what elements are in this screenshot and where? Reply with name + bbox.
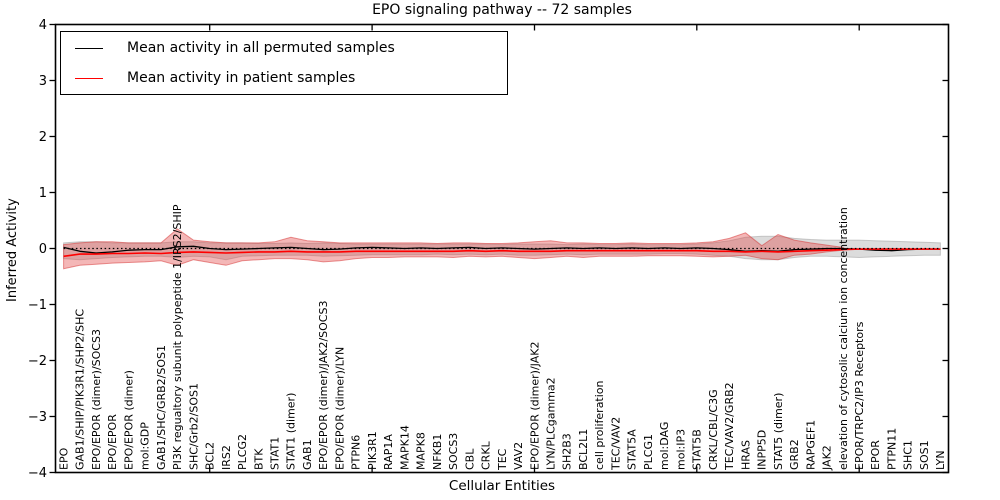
x-tick-label: PTPN6 bbox=[350, 435, 363, 470]
x-tick-label: CRKL bbox=[480, 440, 493, 470]
x-tick-label: PLCG2 bbox=[236, 434, 249, 470]
x-tick-label: MAPK14 bbox=[398, 425, 411, 470]
x-tick-label: IRS2 bbox=[220, 445, 233, 470]
x-tick-label: MAPK8 bbox=[415, 432, 428, 470]
x-tick-label: STAT1 bbox=[269, 437, 282, 470]
x-tick-label: GAB1 bbox=[301, 439, 314, 470]
x-tick-label: SOCS3 bbox=[447, 433, 460, 470]
y-tick-label: 2 bbox=[39, 130, 47, 145]
legend-item-patient: Mean activity in patient samples bbox=[61, 64, 507, 92]
permuted-mean-line bbox=[63, 245, 941, 254]
x-tick-label: BCL2L1 bbox=[577, 429, 590, 470]
legend: Mean activity in all permuted samples Me… bbox=[60, 31, 508, 95]
x-tick-label: mol:IP3 bbox=[674, 429, 687, 470]
x-tick-label: PIK3R1 bbox=[366, 431, 379, 470]
y-tick-label: 0 bbox=[39, 242, 47, 257]
y-tick-label: −2 bbox=[28, 354, 47, 369]
x-tick-label: JAK2 bbox=[821, 445, 834, 471]
x-tick-label: BTK bbox=[252, 448, 265, 470]
x-tick-label: PTPN11 bbox=[886, 428, 899, 470]
x-tick-label: CBL bbox=[463, 448, 476, 470]
x-tick-label: BCL2 bbox=[204, 442, 217, 470]
x-tick-label: EPO/EPOR (dimer)/SOCS3 bbox=[90, 329, 103, 470]
x-tick-label: STAT1 (dimer) bbox=[285, 393, 298, 470]
x-tick-label: elevation of cytosolic calcium ion conce… bbox=[837, 207, 850, 470]
legend-item-permuted: Mean activity in all permuted samples bbox=[61, 34, 507, 62]
x-tick-label: TEC/VAV2 bbox=[610, 417, 623, 471]
y-axis-label: Inferred Activity bbox=[5, 198, 20, 302]
x-tick-label: EPO/EPOR (dimer)/LYN bbox=[333, 347, 346, 470]
legend-label-patient: Mean activity in patient samples bbox=[127, 70, 356, 86]
chart-title: EPO signaling pathway -- 72 samples bbox=[372, 2, 632, 18]
y-tick-label: −3 bbox=[28, 410, 47, 425]
x-tick-label: EPO bbox=[57, 447, 70, 470]
x-tick-label: mol:DAG bbox=[658, 422, 671, 470]
x-tick-label: NFKB1 bbox=[431, 434, 444, 470]
legend-label-permuted: Mean activity in all permuted samples bbox=[127, 40, 395, 56]
y-tick-label: −4 bbox=[28, 466, 47, 481]
x-tick-label: STAT5 (dimer) bbox=[772, 393, 785, 470]
x-tick-label: GAB1/SHIP/PIK3R1/SHP2/SHC bbox=[74, 309, 87, 470]
y-tick-label: 4 bbox=[39, 18, 47, 33]
patient-line-swatch bbox=[75, 77, 103, 79]
x-tick-label: mol:GDP bbox=[139, 422, 152, 470]
patient-mean-line bbox=[63, 248, 941, 258]
x-tick-label: RAP1A bbox=[382, 434, 395, 470]
x-tick-label: EPOR bbox=[869, 440, 882, 470]
y-tick-label: −1 bbox=[28, 298, 47, 313]
x-tick-label: GRB2 bbox=[788, 439, 801, 470]
x-tick-label: STAT5A bbox=[626, 429, 639, 470]
x-tick-label: PLCG1 bbox=[642, 434, 655, 470]
x-tick-label: LYN/PLCgamma2 bbox=[545, 377, 558, 470]
x-tick-label: INPP5D bbox=[756, 430, 769, 470]
y-tick-label: 3 bbox=[39, 74, 47, 89]
x-tick-label: HRAS bbox=[739, 440, 752, 470]
x-tick-label: EPO/EPOR bbox=[106, 414, 119, 470]
x-tick-label: TEC bbox=[496, 448, 509, 471]
permuted-line-swatch bbox=[75, 47, 103, 49]
x-tick-label: VAV2 bbox=[512, 442, 525, 470]
x-tick-label: GAB1/SHC/GRB2/SOS1 bbox=[155, 345, 168, 470]
x-tick-label: EPOR/TRPC2/IP3 Receptors bbox=[853, 321, 866, 470]
x-tick-label: SHC1 bbox=[902, 440, 915, 470]
x-axis-label: Cellular Entities bbox=[448, 478, 556, 494]
x-tick-label: cell proliferation bbox=[593, 380, 606, 470]
x-tick-label: SH2B3 bbox=[561, 433, 574, 470]
x-tick-label: STAT5B bbox=[691, 429, 704, 470]
y-tick-label: 1 bbox=[39, 186, 47, 201]
x-tick-label: LYN bbox=[934, 450, 947, 470]
x-tick-label: RAPGEF1 bbox=[804, 420, 817, 470]
x-tick-label: SOS1 bbox=[918, 440, 931, 470]
x-tick-label: EPO/EPOR (dimer) bbox=[122, 370, 135, 470]
x-tick-label: SHC/Grb2/SOS1 bbox=[187, 383, 200, 470]
x-tick-label: EPO/EPOR (dimer)/JAK2/SOCS3 bbox=[317, 301, 330, 470]
x-tick-label: TEC/VAV2/GRB2 bbox=[723, 382, 736, 471]
x-tick-label: PI3K regualtory subunit polypeptide 1/IR… bbox=[171, 204, 184, 470]
x-tick-label: CRKL/CBL/C3G bbox=[707, 389, 720, 470]
x-tick-label: EPO/EPOR (dimer)/JAK2 bbox=[528, 342, 541, 470]
